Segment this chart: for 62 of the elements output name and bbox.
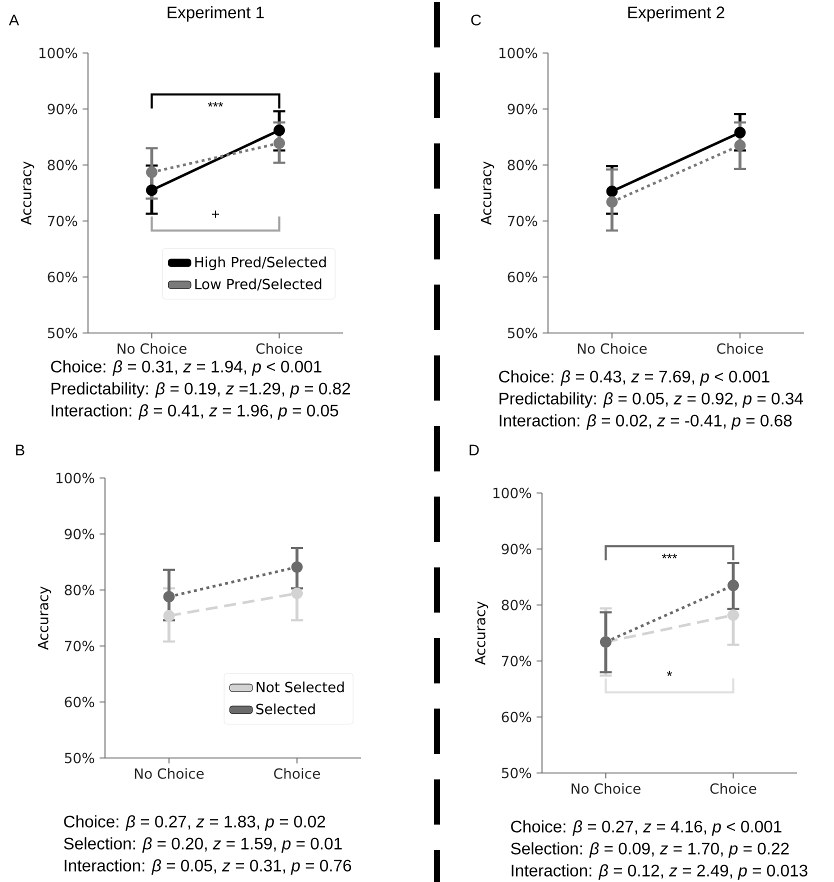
y-axis-title: Accuracy bbox=[480, 161, 494, 225]
y-axis-title: Accuracy bbox=[38, 586, 52, 650]
y-tick-label: 50% bbox=[64, 752, 94, 764]
legend-label: Not Selected bbox=[256, 682, 344, 692]
text: Choice: β = 0.27, z = 1.83, p = 0.02 bbox=[64, 815, 326, 831]
y-axis-title: Accuracy bbox=[20, 161, 34, 225]
text: A bbox=[8, 14, 20, 26]
x-tick-label: No Choice bbox=[118, 343, 186, 354]
y-tick-label: 50% bbox=[48, 328, 78, 338]
text: Choice: β = 0.27, z = 4.16, p < 0.001 bbox=[511, 820, 782, 836]
annotation: *** bbox=[662, 554, 678, 558]
y-tick-label: 90% bbox=[48, 104, 78, 114]
y-tick-label: 80% bbox=[508, 160, 538, 170]
text: Interaction: β = 0.41, z = 1.96, p = 0.05 bbox=[52, 404, 338, 420]
y-tick-label: 100% bbox=[39, 48, 78, 58]
y-tick-label: 60% bbox=[48, 272, 78, 282]
x-tick-label: Choice bbox=[256, 343, 302, 354]
annotation: *** bbox=[208, 102, 224, 107]
y-axis-title: Accuracy bbox=[474, 601, 488, 665]
annotation: + bbox=[212, 210, 220, 218]
text: D bbox=[470, 444, 479, 456]
x-tick-label: No Choice bbox=[572, 783, 640, 794]
text: Predictability: β = 0.19, z =1.29, p = 0.82 bbox=[52, 382, 350, 398]
y-tick-label: 60% bbox=[508, 272, 538, 282]
x-tick-label: No Choice bbox=[578, 343, 647, 354]
y-tick-label: 90% bbox=[508, 104, 538, 114]
y-tick-label: 70% bbox=[48, 216, 78, 226]
y-tick-label: 100% bbox=[499, 48, 538, 58]
legend-label: Selected bbox=[256, 704, 315, 714]
x-tick-label: Choice bbox=[710, 783, 756, 794]
y-tick-label: 60% bbox=[64, 696, 94, 708]
y-tick-label: 70% bbox=[502, 656, 532, 666]
text: Choice: β = 0.31, z = 1.94, p < 0.001 bbox=[51, 360, 322, 376]
y-tick-label: 90% bbox=[502, 544, 532, 554]
text: Selection: β = 0.20, z = 1.59, p = 0.01 bbox=[64, 837, 342, 853]
y-tick-label: 60% bbox=[502, 712, 532, 722]
y-tick-label: 50% bbox=[502, 768, 532, 778]
text: B bbox=[16, 444, 24, 456]
y-tick-label: 70% bbox=[64, 640, 94, 652]
text: Predictability: β = 0.05, z = 0.92, p = 0.34 bbox=[500, 392, 803, 408]
y-tick-label: 80% bbox=[64, 584, 94, 596]
y-tick-label: 100% bbox=[56, 472, 94, 484]
x-tick-label: Choice bbox=[274, 768, 320, 779]
text: C bbox=[471, 14, 481, 26]
legend-label: High Pred/Selected bbox=[195, 256, 326, 270]
y-tick-label: 80% bbox=[48, 160, 78, 170]
legend-label: Low Pred/Selected bbox=[195, 278, 322, 290]
y-tick-label: 80% bbox=[502, 600, 532, 610]
chart-title: Experiment 1 bbox=[168, 6, 264, 22]
y-tick-label: 70% bbox=[508, 216, 538, 226]
y-tick-label: 100% bbox=[493, 488, 532, 498]
x-tick-label: Choice bbox=[717, 343, 763, 354]
y-tick-label: 50% bbox=[508, 328, 538, 338]
annotation: * bbox=[666, 670, 672, 676]
x-tick-label: No Choice bbox=[134, 768, 204, 779]
y-tick-label: 90% bbox=[64, 528, 94, 540]
chart-title: Experiment 2 bbox=[628, 6, 724, 22]
text: Choice: β = 0.43, z = 7.69, p < 0.001 bbox=[499, 370, 770, 386]
text: Interaction: β = 0.12, z = 2.49, p = 0.013 bbox=[512, 864, 808, 880]
text: Interaction: β = 0.05, z = 0.31, p = 0.76 bbox=[64, 859, 352, 875]
text: Interaction: β = 0.02, z = -0.41, p = 0.68 bbox=[500, 414, 792, 430]
text: Selection: β = 0.09, z = 1.70, p = 0.22 bbox=[511, 842, 789, 858]
